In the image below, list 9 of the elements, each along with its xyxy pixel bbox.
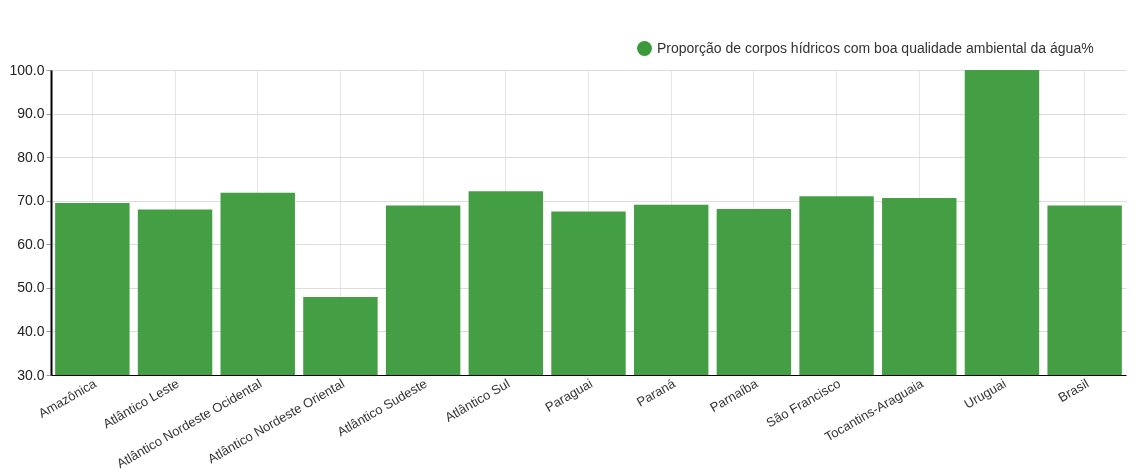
- y-tick-label: 90.0: [17, 105, 45, 122]
- y-tick-label: 30.0: [17, 366, 45, 383]
- y-tick-label: 80.0: [17, 148, 45, 165]
- y-tick-label: 100.0: [9, 61, 45, 78]
- y-tick-label: 40.0: [17, 322, 45, 339]
- y-tick-label: 60.0: [17, 235, 45, 252]
- y-tick-label: 50.0: [17, 279, 45, 296]
- y-tick-label: 70.0: [17, 192, 45, 209]
- legend-label: Proporção de corpos hídricos com boa qualidade ambiental da água%: [657, 39, 1094, 56]
